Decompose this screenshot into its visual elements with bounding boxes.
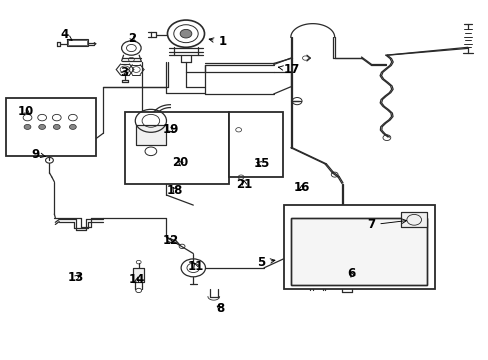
Text: 13: 13	[68, 271, 84, 284]
Bar	[68, 40, 87, 45]
Text: 2: 2	[128, 32, 136, 45]
Circle shape	[24, 125, 31, 130]
Bar	[5, 98, 96, 156]
Circle shape	[39, 125, 45, 130]
Text: 7: 7	[366, 218, 406, 231]
Bar	[283, 205, 434, 289]
Text: 6: 6	[347, 267, 355, 280]
Bar	[136, 125, 165, 145]
Bar	[400, 212, 427, 227]
Text: 19: 19	[162, 123, 178, 136]
Text: 12: 12	[162, 234, 178, 247]
Text: 1: 1	[209, 35, 226, 49]
Bar	[228, 112, 282, 177]
Bar	[125, 112, 228, 184]
Bar	[133, 268, 144, 282]
Text: 20: 20	[172, 156, 188, 169]
Bar	[290, 219, 427, 285]
Circle shape	[180, 30, 191, 38]
Text: 11: 11	[187, 260, 203, 273]
Text: 14: 14	[129, 273, 145, 286]
Text: 5: 5	[257, 256, 274, 269]
Text: 10: 10	[18, 105, 34, 118]
Bar	[290, 219, 427, 285]
Circle shape	[53, 125, 60, 130]
Text: 18: 18	[167, 184, 183, 197]
Text: 17: 17	[278, 63, 300, 76]
Bar	[66, 39, 88, 46]
Circle shape	[69, 125, 76, 130]
Text: 8: 8	[216, 302, 224, 315]
Bar	[133, 268, 144, 282]
Text: 15: 15	[253, 157, 269, 170]
Text: 21: 21	[236, 178, 252, 191]
Text: 4: 4	[60, 28, 72, 41]
Text: 16: 16	[293, 181, 309, 194]
Bar	[136, 125, 165, 145]
Text: 3: 3	[120, 66, 128, 79]
Bar	[400, 212, 427, 227]
Text: 9: 9	[32, 148, 45, 161]
